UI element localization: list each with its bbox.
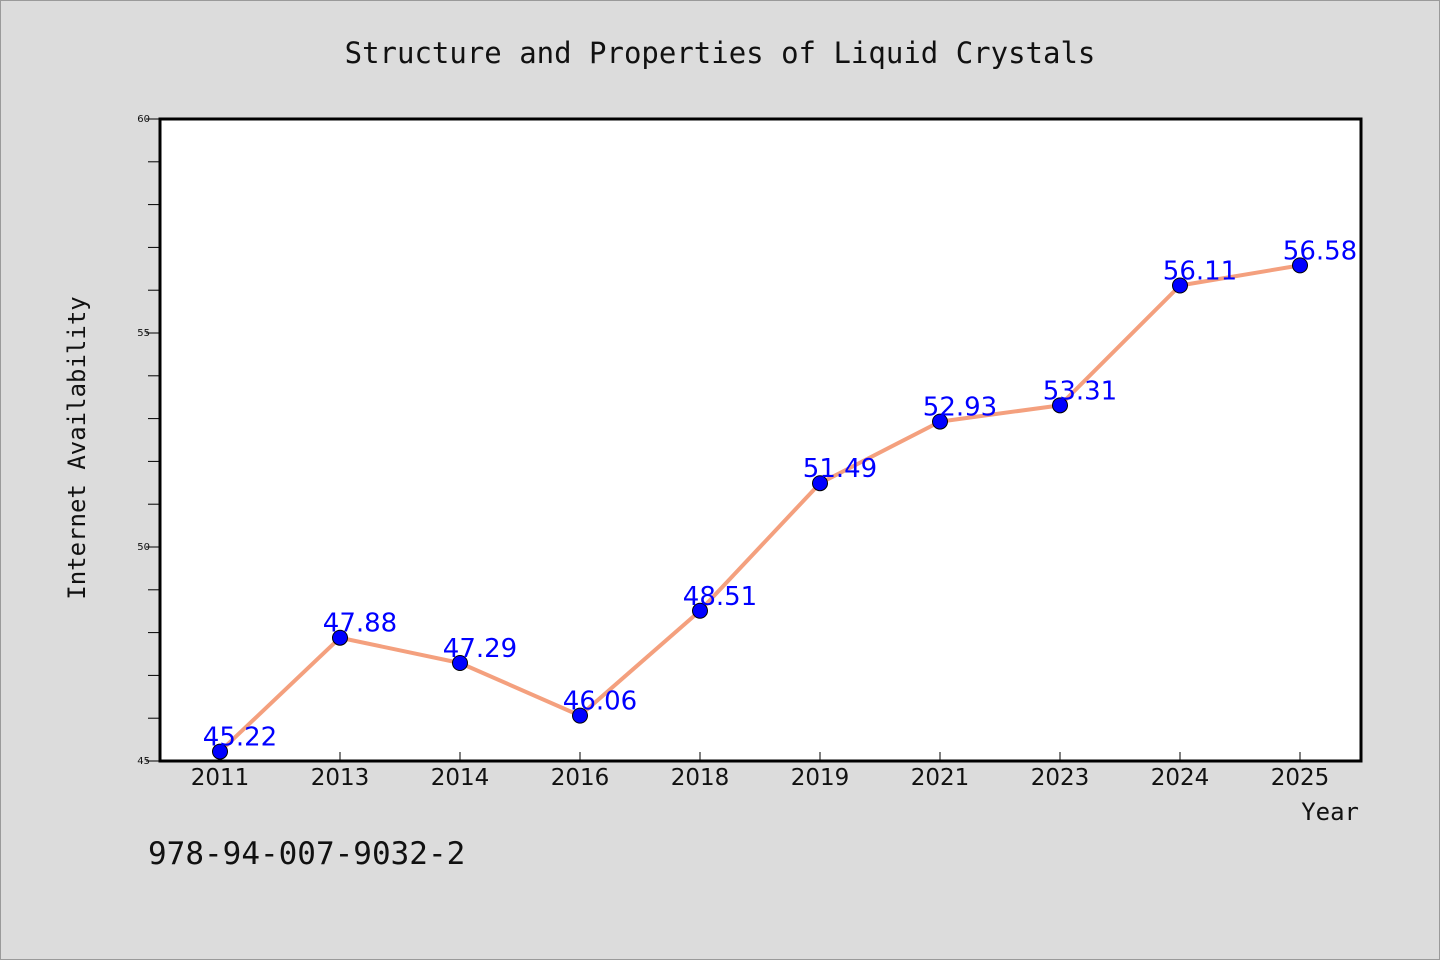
x-tick-label: 2025 <box>1271 765 1330 791</box>
data-label: 56.58 <box>1283 236 1357 266</box>
y-tick-label: 60 <box>137 114 150 125</box>
plot-area <box>158 117 1363 763</box>
data-point <box>932 413 948 430</box>
x-tick-label: 2014 <box>431 765 490 791</box>
x-tick-label: 2013 <box>311 765 370 791</box>
y-tick-label: 55 <box>137 328 150 339</box>
chart-title: Structure and Properties of Liquid Cryst… <box>345 36 1096 70</box>
data-point <box>212 743 228 760</box>
data-point <box>1052 397 1068 414</box>
data-label: 46.06 <box>563 687 637 717</box>
data-point <box>692 602 708 619</box>
data-label: 56.11 <box>1163 256 1237 286</box>
x-axis-title: Year <box>1301 798 1359 826</box>
data-point <box>1172 277 1188 294</box>
data-markers <box>212 257 1308 760</box>
data-label: 47.29 <box>443 634 517 664</box>
y-axis-title: Internet Availability <box>63 296 91 599</box>
data-point <box>1292 257 1308 274</box>
data-label: 52.93 <box>923 393 997 423</box>
y-tick-label: 45 <box>137 756 150 767</box>
data-point <box>452 654 468 671</box>
y-axis: 45 50 55 60 <box>137 114 160 767</box>
data-label: 48.51 <box>683 582 757 612</box>
data-point <box>332 629 348 646</box>
x-tick-label: 2024 <box>1151 765 1210 791</box>
x-tick-label: 2018 <box>671 765 730 791</box>
series-line <box>218 263 1301 754</box>
data-point <box>812 475 828 492</box>
x-axis: 2011 2013 2014 2016 2018 2019 2021 2023 2024 2025 <box>191 752 1330 791</box>
data-point <box>572 707 588 724</box>
data-label: 51.49 <box>803 454 877 484</box>
x-tick-label: 2016 <box>551 765 610 791</box>
y-tick-label: 50 <box>137 542 150 553</box>
x-tick-label: 2019 <box>791 765 850 791</box>
isbn-text: 978-94-007-9032-2 <box>148 836 465 872</box>
x-tick-label: 2021 <box>911 765 970 791</box>
x-tick-label: 2011 <box>191 765 250 791</box>
data-label: 45.22 <box>203 723 277 753</box>
data-label: 53.31 <box>1043 376 1117 406</box>
x-tick-label: 2023 <box>1031 765 1090 791</box>
data-label: 47.88 <box>323 609 397 639</box>
data-labels: 45.22 47.88 47.29 46.06 48.51 51.49 52.93 53.31… <box>203 236 1357 752</box>
